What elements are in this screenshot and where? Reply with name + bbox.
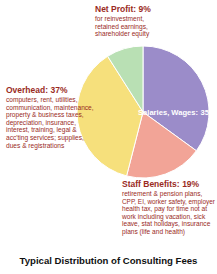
chart: Salaries, Wages:35%Staff Benefits:19%ret… <box>0 0 217 274</box>
pie <box>77 46 209 178</box>
value-label: 37% <box>51 85 68 95</box>
category-label: Staff Benefits: <box>122 179 180 189</box>
description-line: communication, maintenance, <box>6 104 94 111</box>
description-line: shareholder equity <box>95 30 150 38</box>
slice-label: Overhead:37% <box>6 85 68 95</box>
value-label: 19% <box>182 179 199 189</box>
description-line: dues & registrations <box>6 142 65 150</box>
slice-label: Net Profit:9% <box>95 4 151 14</box>
value-label: 35% <box>201 108 216 117</box>
category-label: Salaries, Wages: <box>138 108 198 117</box>
category-label: Overhead: <box>6 85 48 95</box>
description-line: for reinvestment, <box>95 15 144 22</box>
title: Typical Distribution of Consulting Fees <box>20 255 198 266</box>
slice-label: Staff Benefits:19% <box>122 179 200 189</box>
labels: Salaries, Wages:35%Staff Benefits:19%ret… <box>6 4 216 236</box>
category-label: Net Profit: <box>95 4 136 14</box>
description-line: plans (life and health) <box>122 228 185 236</box>
slice-label: Salaries, Wages:35% <box>138 108 216 117</box>
value-label: 9% <box>139 4 152 14</box>
pie-slice <box>108 46 143 112</box>
